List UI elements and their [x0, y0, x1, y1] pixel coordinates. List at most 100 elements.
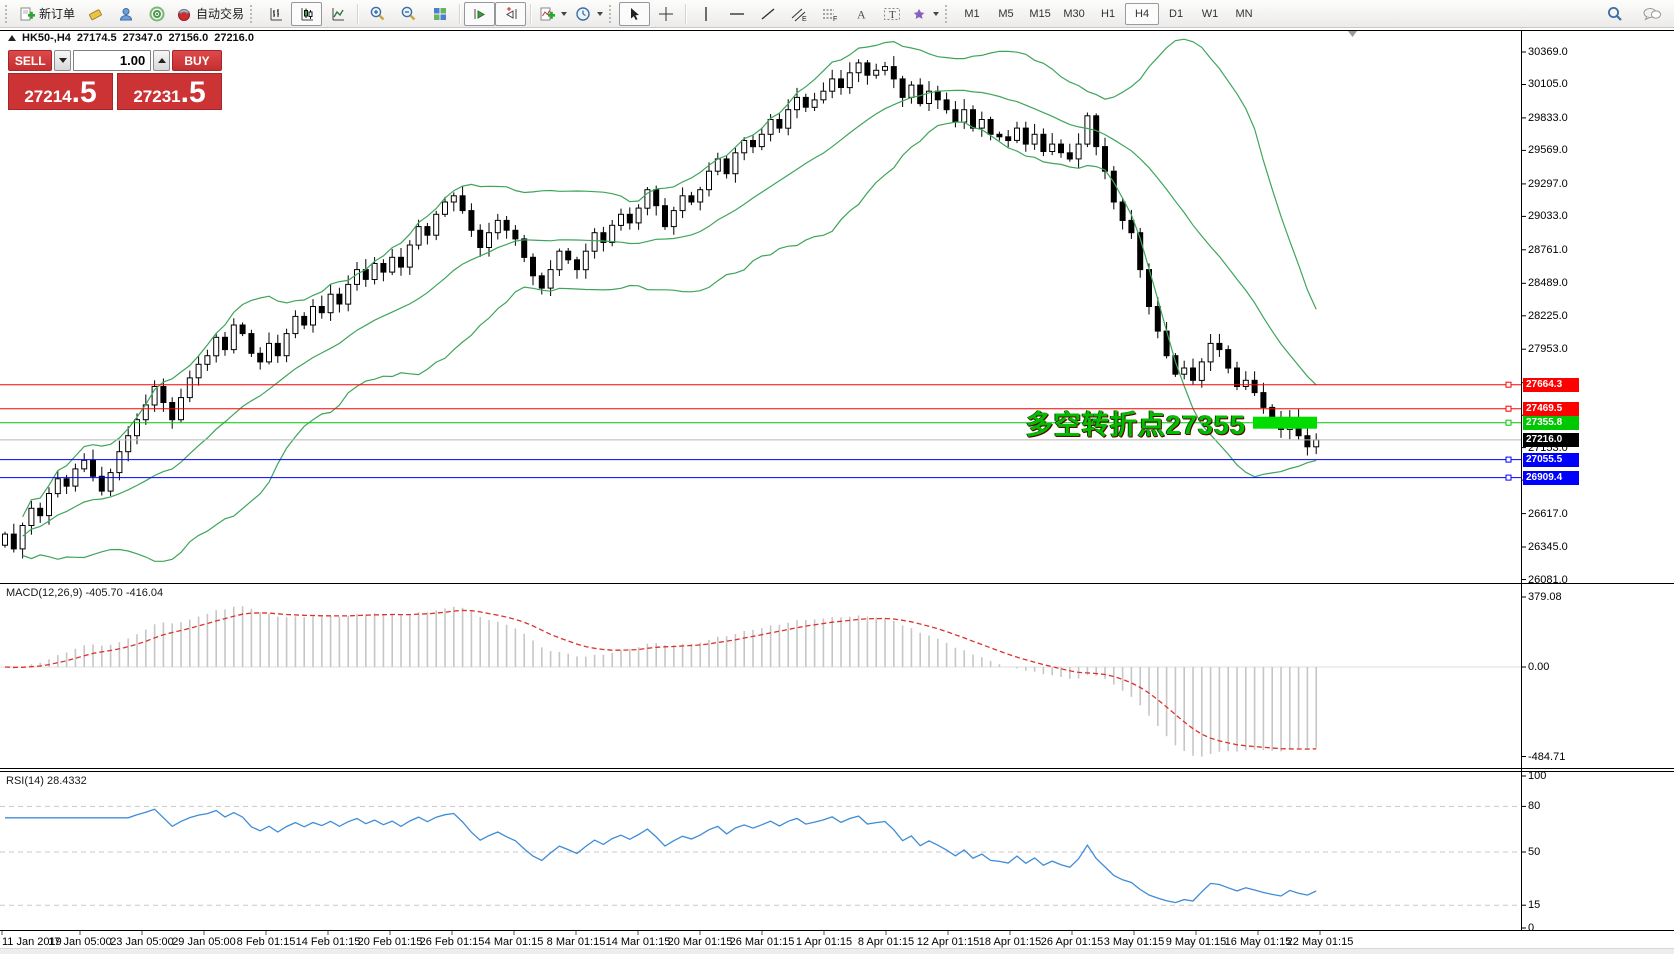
search-icon: [1606, 5, 1623, 22]
timeframe-w1[interactable]: W1: [1201, 7, 1219, 20]
trendline-button[interactable]: [752, 2, 783, 26]
vertical-line-button[interactable]: [690, 2, 721, 26]
price-line-handle[interactable]: [1505, 405, 1512, 412]
highlight-zone: [1253, 416, 1317, 429]
auto-scroll-icon: [472, 6, 488, 22]
tile-windows-icon: [432, 6, 448, 22]
zoom-in-button[interactable]: [362, 2, 393, 26]
time-axis-label: 23 Jan 05:00: [110, 936, 174, 948]
price-axis-label: 28761.0: [1528, 244, 1568, 256]
time-axis-label: 29 Jan 05:00: [172, 936, 236, 948]
trendline-icon: [760, 6, 776, 22]
chevron-down-icon: [58, 58, 67, 63]
profile-button[interactable]: [110, 2, 141, 26]
timeframe-h1[interactable]: H1: [1101, 7, 1116, 20]
time-axis-label: 18 Apr 01:15: [978, 936, 1042, 948]
price-line-handle[interactable]: [1505, 474, 1512, 481]
price-line-badge: 27355.8: [1523, 416, 1579, 430]
bar-chart-button[interactable]: [260, 2, 291, 26]
new-order-icon: [19, 6, 35, 22]
buy-button[interactable]: BUY: [172, 50, 222, 71]
volume-decrease-button[interactable]: [54, 50, 72, 71]
arrows-button[interactable]: [907, 2, 943, 26]
ohlc-open: 27174.5: [76, 32, 117, 44]
current-price-badge: 27216.0: [1523, 433, 1579, 447]
symbol-info: HK50-,H4 27174.5 27347.0 27156.0 27216.0: [8, 32, 254, 44]
line-chart-icon: [330, 6, 346, 22]
new-order-button[interactable]: 新订单: [15, 2, 79, 26]
candlestick-chart-button[interactable]: [291, 1, 323, 26]
price-line-handle[interactable]: [1505, 456, 1512, 463]
timeframe-m5[interactable]: M5: [998, 7, 1014, 20]
chart-shift-button[interactable]: [495, 1, 527, 26]
collapse-chart-icon[interactable]: [8, 35, 16, 41]
timeframe-mn[interactable]: MN: [1235, 7, 1253, 20]
auto-trading-label: 自动交易: [196, 7, 245, 21]
price-line-badge: 26909.4: [1523, 471, 1579, 485]
time-axis-label: 1 Apr 01:15: [795, 936, 853, 948]
timeframe-h4[interactable]: H4: [1125, 2, 1160, 25]
auto-trading-button[interactable]: 自动交易: [172, 2, 248, 26]
time-axis-label: 26 Apr 01:15: [1040, 936, 1104, 948]
text-label-button[interactable]: T: [876, 2, 907, 26]
ohlc-low: 27156.0: [168, 32, 209, 44]
toolbar-drag-handle[interactable]: [5, 4, 11, 23]
line-chart-button[interactable]: [322, 2, 353, 26]
chat-button[interactable]: [1636, 2, 1667, 26]
cursor-button[interactable]: [619, 1, 651, 26]
price-axis-label: 26617.0: [1528, 508, 1568, 520]
price-line-handle[interactable]: [1505, 419, 1512, 426]
fibonacci-icon: F: [821, 6, 838, 22]
tile-windows-button[interactable]: [424, 2, 455, 26]
timeframe-m30[interactable]: M30: [1063, 7, 1085, 20]
price-axis-label: 29297.0: [1528, 178, 1568, 190]
eraser-button[interactable]: [79, 2, 110, 26]
price-axis-label: 28489.0: [1528, 277, 1568, 289]
search-button[interactable]: [1599, 2, 1630, 26]
status-strip: [0, 948, 1674, 954]
timeframe-m15[interactable]: M15: [1029, 7, 1051, 20]
macd-indicator-label: MACD(12,26,9) -405.70 -416.04: [6, 587, 164, 599]
toolbar-drag-handle[interactable]: [609, 4, 615, 23]
auto-scroll-button[interactable]: [464, 1, 496, 26]
rsi-axis-label: 50: [1528, 846, 1541, 858]
arrows-dropdown-caret: [933, 11, 940, 16]
equidistant-channel-button[interactable]: E: [783, 2, 814, 26]
chevron-up-icon: [157, 58, 166, 63]
eraser-icon: [87, 6, 103, 22]
buy-price-display[interactable]: 27231 .5: [117, 73, 222, 110]
new-order-label: 新订单: [39, 7, 76, 21]
timeframe-m1[interactable]: M1: [964, 7, 980, 20]
chart-shift-icon: [503, 6, 519, 22]
fibonacci-button[interactable]: F: [814, 2, 845, 26]
periods-button[interactable]: [571, 2, 607, 26]
sell-price-main: 27214: [24, 87, 72, 106]
price-line-handle[interactable]: [1505, 381, 1512, 388]
price-axis-label: 27953.0: [1528, 343, 1568, 355]
horizontal-line-icon: [729, 6, 745, 22]
time-axis-label: 8 Mar 01:15: [546, 936, 606, 948]
text-button[interactable]: A: [845, 2, 876, 26]
zoom-out-button[interactable]: [393, 2, 424, 26]
volume-increase-button[interactable]: [153, 50, 170, 71]
toolbar-drag-handle[interactable]: [945, 4, 951, 23]
time-axis-label: 11 Jan 2019: [2, 936, 62, 948]
timeframe-d1[interactable]: D1: [1169, 7, 1184, 20]
signal-button[interactable]: [141, 2, 172, 26]
indicators-button[interactable]: [535, 2, 571, 26]
buy-price-frac: .5: [180, 76, 206, 109]
time-axis-label: 4 Mar 01:15: [484, 936, 544, 948]
price-axis-label: 29033.0: [1528, 210, 1568, 222]
sell-button[interactable]: SELL: [8, 50, 53, 71]
sell-price-frac: .5: [71, 76, 97, 109]
macd-axis-label: 0.00: [1528, 661, 1550, 673]
svg-text:A: A: [857, 7, 866, 21]
horizontal-line-button[interactable]: [721, 2, 752, 26]
price-line-badge: 27664.3: [1523, 378, 1579, 392]
volume-input[interactable]: [73, 50, 152, 71]
crosshair-button[interactable]: [650, 2, 681, 26]
toolbar-drag-handle[interactable]: [250, 4, 256, 23]
chart-plot-area[interactable]: [0, 30, 1521, 583]
sell-price-display[interactable]: 27214 .5: [8, 73, 113, 110]
indicators-dropdown-caret: [561, 11, 568, 16]
